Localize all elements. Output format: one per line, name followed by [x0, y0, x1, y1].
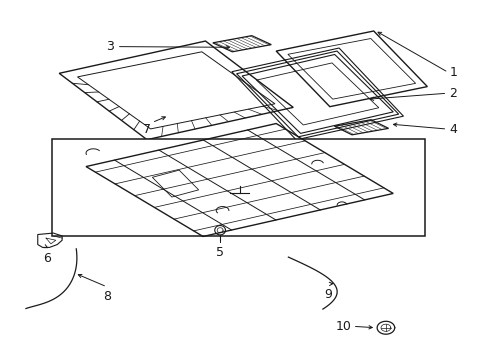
Text: 9: 9	[324, 288, 332, 301]
Text: 3: 3	[106, 40, 114, 53]
Text: 10: 10	[335, 320, 351, 333]
Text: 6: 6	[43, 252, 51, 265]
Text: 2: 2	[448, 87, 456, 100]
Text: 4: 4	[448, 122, 456, 136]
Bar	[52, 139, 424, 235]
Text: 7: 7	[142, 123, 151, 136]
Text: 5: 5	[216, 246, 224, 259]
Text: 1: 1	[448, 66, 456, 79]
Text: 8: 8	[103, 291, 111, 303]
Polygon shape	[276, 31, 427, 107]
